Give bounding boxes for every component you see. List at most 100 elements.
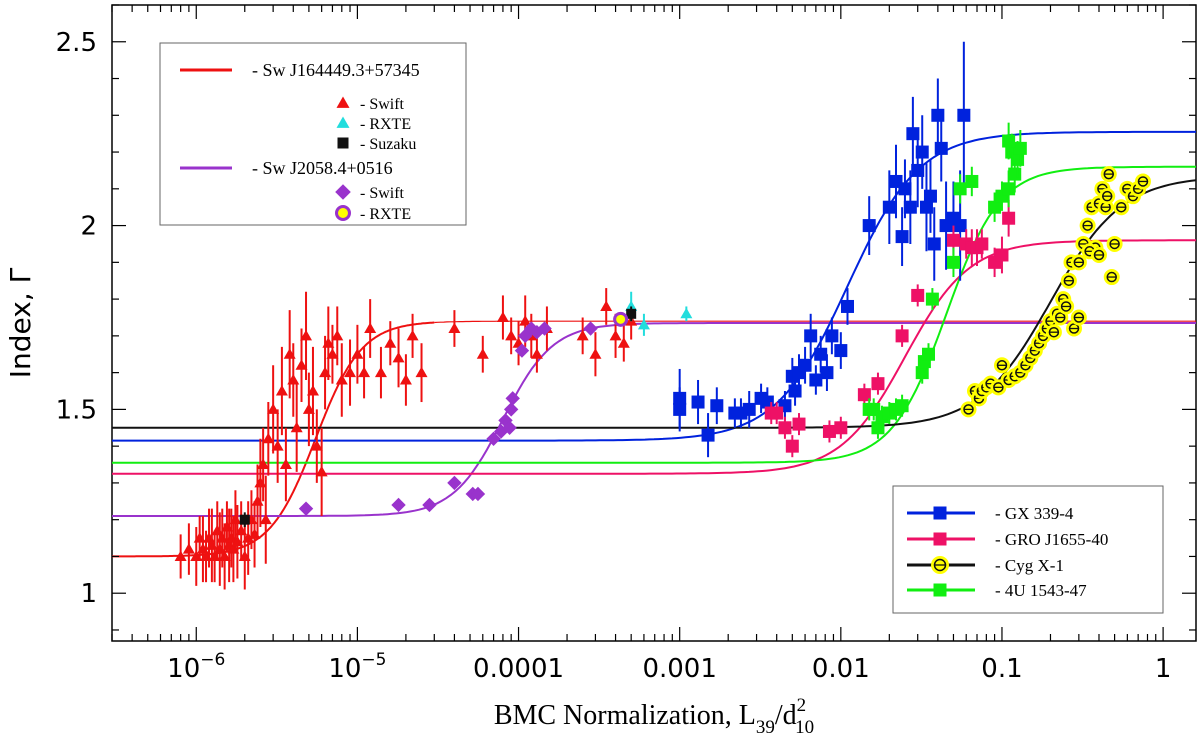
- data-point: [820, 366, 834, 380]
- y-tick-label: 2: [80, 212, 97, 242]
- data-point: [934, 141, 948, 155]
- data-point: [505, 391, 520, 406]
- data-point: [882, 200, 896, 214]
- data-point: [626, 308, 637, 319]
- data-point: [337, 137, 349, 149]
- legend-label: - RXTE: [360, 116, 411, 133]
- data-point: [933, 532, 947, 546]
- data-point: [600, 300, 613, 311]
- data-point: [825, 329, 839, 343]
- data-point: [609, 329, 622, 341]
- x-tick-label: 0.001: [642, 654, 716, 684]
- x-tick-label: 10−5: [328, 650, 386, 684]
- data-point: [915, 145, 929, 159]
- data-point: [391, 497, 406, 513]
- data-point: [300, 329, 313, 341]
- data-point: [804, 329, 818, 343]
- fit-curve: [112, 322, 1196, 517]
- data-point: [335, 205, 351, 221]
- data-point: [384, 337, 397, 348]
- series: [862, 122, 1027, 439]
- data-point: [344, 366, 357, 378]
- series: [239, 306, 637, 528]
- data-point: [857, 388, 871, 402]
- data-point: [871, 377, 885, 391]
- legend-label: - Suzaku: [360, 136, 416, 153]
- data-point: [1008, 167, 1022, 181]
- data-point: [275, 385, 288, 396]
- legend-label: - Swift: [360, 185, 405, 202]
- x-tick-label: 10−6: [167, 650, 225, 684]
- fit-curve: [112, 239, 1196, 475]
- data-point: [903, 200, 917, 214]
- data-point: [364, 322, 377, 334]
- data-point: [927, 237, 941, 251]
- data-point: [814, 347, 828, 361]
- data-point: [399, 373, 412, 385]
- x-tick-label: 0.0001: [473, 654, 564, 684]
- data-point: [218, 550, 231, 561]
- data-point: [898, 182, 912, 196]
- legend-label: - 4U 1543-47: [995, 581, 1087, 600]
- data-point: [530, 348, 543, 359]
- data-point: [906, 127, 920, 141]
- data-point: [306, 385, 319, 396]
- data-point: [331, 329, 344, 341]
- data-point: [519, 315, 532, 326]
- data-point: [251, 495, 264, 506]
- x-tick-label: 0.1: [981, 654, 1022, 684]
- data-point: [778, 421, 792, 435]
- data-point: [271, 440, 284, 451]
- data-point: [227, 543, 240, 554]
- data-point: [279, 458, 292, 470]
- data-point: [834, 344, 848, 358]
- data-point: [710, 399, 724, 413]
- x-axis-label: BMC Normalization, L39/d2 10: [494, 695, 814, 737]
- x-tick-label: 1: [1155, 654, 1172, 684]
- data-point: [923, 189, 937, 203]
- data-point: [933, 506, 947, 520]
- data-point: [701, 428, 715, 442]
- data-point: [946, 233, 960, 247]
- data-point: [262, 432, 275, 444]
- fit-curve: [434, 320, 1196, 324]
- data-point: [576, 329, 589, 341]
- data-point: [503, 402, 519, 417]
- data-point: [358, 366, 371, 378]
- data-point: [326, 348, 339, 359]
- data-point: [229, 513, 242, 525]
- data-point: [259, 513, 272, 525]
- legend-label: - Swift: [360, 96, 405, 113]
- data-point: [392, 351, 405, 363]
- data-point: [895, 230, 909, 244]
- data-point: [965, 174, 979, 188]
- data-point: [1013, 141, 1027, 155]
- data-point: [248, 528, 261, 539]
- data-point: [254, 476, 267, 488]
- data-point: [742, 402, 756, 416]
- data-point: [322, 337, 335, 348]
- data-point: [822, 424, 836, 438]
- data-point: [915, 366, 929, 380]
- legend-label: - Cyg X-1: [995, 556, 1064, 575]
- data-point: [617, 337, 630, 348]
- data-point: [295, 359, 308, 370]
- data-point: [486, 431, 501, 447]
- data-point: [953, 219, 967, 233]
- data-point: [514, 343, 530, 358]
- data-point: [840, 299, 854, 313]
- data-point: [680, 307, 693, 319]
- y-tick-label: 1.5: [56, 395, 97, 425]
- data-point: [422, 497, 437, 513]
- data-point: [470, 486, 486, 502]
- data-point: [589, 348, 602, 359]
- y-tick-label: 2.5: [56, 28, 97, 58]
- data-point: [1002, 182, 1016, 196]
- legend-label: - RXTE: [360, 206, 411, 223]
- data-point: [798, 358, 812, 372]
- data-point: [537, 321, 552, 336]
- series: [174, 288, 638, 590]
- data-point: [933, 583, 947, 597]
- data-point: [298, 501, 314, 516]
